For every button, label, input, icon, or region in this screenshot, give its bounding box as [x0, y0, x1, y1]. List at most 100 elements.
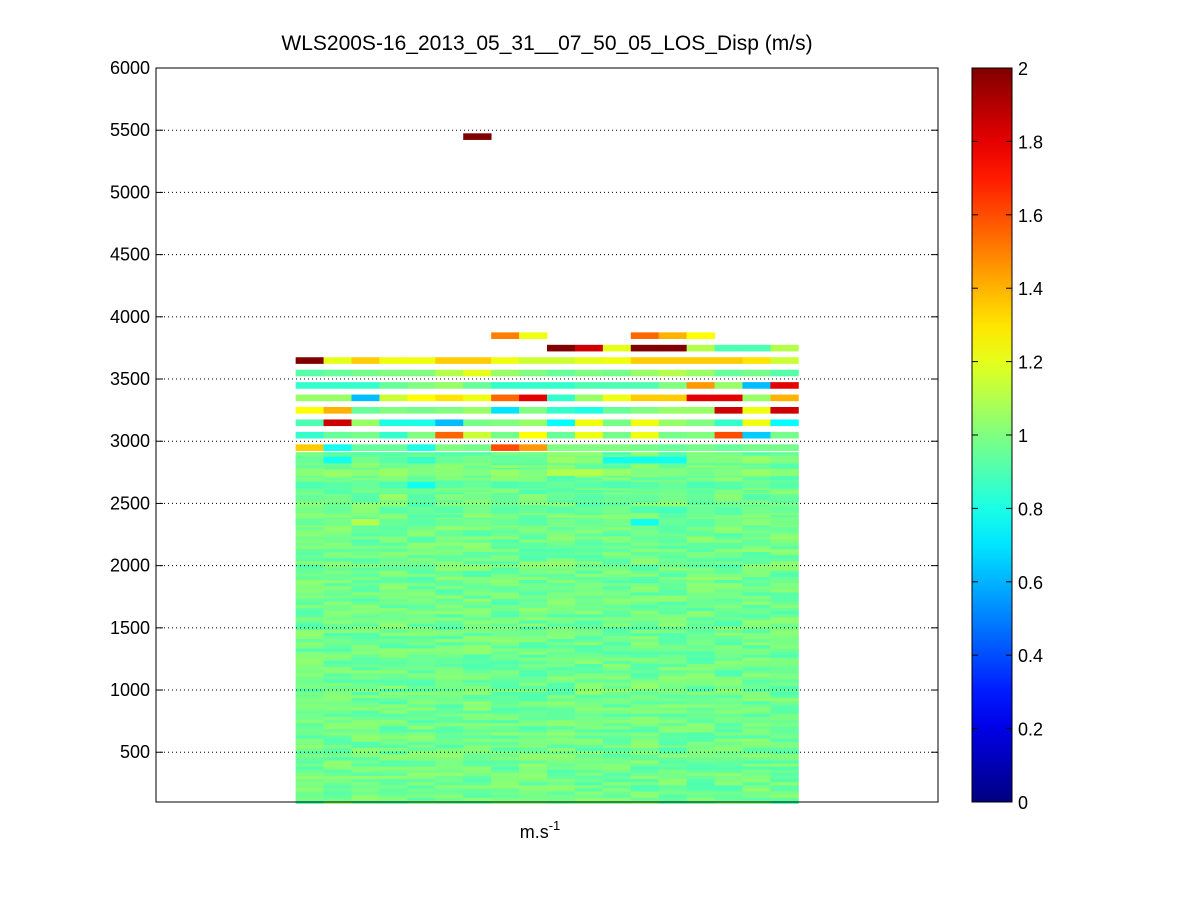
- heatmap-cell: [407, 778, 436, 783]
- heatmap-cell: [714, 644, 743, 649]
- heatmap-cell: [630, 719, 660, 724]
- heatmap-cell: [379, 676, 408, 680]
- heatmap-cell: [574, 679, 604, 683]
- heatmap-cell: [435, 682, 464, 686]
- heatmap-cell: [574, 775, 604, 780]
- heatmap-cell: [435, 595, 464, 599]
- heatmap-cell: [491, 542, 520, 546]
- heatmap-cell: [295, 456, 324, 464]
- heatmap-cell: [630, 607, 660, 612]
- heatmap-cell: [435, 452, 464, 456]
- heatmap-cell: [407, 579, 436, 584]
- heatmap-cell: [574, 529, 604, 534]
- heatmap-cell: [491, 722, 520, 727]
- heatmap-cell: [519, 551, 548, 556]
- heatmap-cell: [686, 722, 715, 727]
- heatmap-cell: [463, 719, 492, 724]
- heatmap-cell: [463, 732, 492, 736]
- heatmap-cell: [602, 679, 632, 683]
- heatmap-cell: [630, 585, 660, 590]
- heatmap-cell: [351, 741, 380, 745]
- heatmap-cell: [463, 582, 492, 587]
- heatmap-cell: [519, 476, 548, 481]
- heatmap-cell: [351, 588, 380, 593]
- heatmap-cell: [295, 573, 324, 577]
- heatmap-cell: [351, 610, 380, 615]
- heatmap-cell: [323, 382, 352, 389]
- heatmap-cell: [686, 682, 715, 686]
- heatmap-cell: [491, 464, 520, 469]
- heatmap-cell: [463, 604, 492, 609]
- heatmap-cell: [463, 601, 492, 605]
- heatmap-cell: [770, 604, 799, 609]
- heatmap-cell: [435, 672, 464, 677]
- heatmap-cell: [574, 641, 604, 646]
- heatmap-cell: [379, 722, 408, 727]
- heatmap-cell: [379, 444, 408, 451]
- heatmap-cell: [574, 557, 604, 562]
- heatmap-cell: [742, 694, 771, 699]
- heatmap-cell: [742, 732, 771, 736]
- heatmap-cell: [351, 772, 380, 776]
- heatmap-cell: [714, 570, 743, 574]
- heatmap-cell: [714, 660, 743, 664]
- heatmap-cell: [574, 518, 604, 526]
- heatmap-cell: [714, 685, 743, 689]
- heatmap-cell: [547, 704, 576, 708]
- heatmap-cell: [742, 444, 771, 451]
- heatmap-cell: [407, 456, 436, 464]
- heatmap-cell: [547, 548, 576, 553]
- heatmap-cell: [435, 570, 464, 574]
- heatmap-cell: [491, 564, 520, 568]
- heatmap-cell: [547, 382, 576, 389]
- heatmap-cell: [574, 444, 604, 451]
- heatmap-cell: [351, 444, 380, 451]
- heatmap-cell: [463, 704, 492, 708]
- heatmap-cell: [407, 573, 436, 577]
- heatmap-cell: [407, 794, 436, 798]
- heatmap-cell: [658, 641, 688, 646]
- heatmap-cell: [351, 651, 380, 655]
- heatmap-cell: [658, 532, 688, 537]
- heatmap-cell: [491, 529, 520, 534]
- heatmap-cell: [770, 529, 799, 534]
- heatmap-cell: [351, 532, 380, 537]
- heatmap-cell: [547, 579, 576, 584]
- heatmap-cell: [491, 644, 520, 649]
- heatmap-cell: [323, 560, 352, 565]
- heatmap-cell: [435, 444, 464, 451]
- heatmap-cell: [630, 672, 660, 677]
- heatmap-cell: [742, 697, 771, 702]
- heatmap-cell: [295, 753, 324, 758]
- heatmap-cell: [742, 738, 771, 742]
- heatmap-cell: [714, 616, 743, 621]
- heatmap-cell: [351, 672, 380, 677]
- heatmap-cell: [379, 741, 408, 745]
- heatmap-cell: [435, 394, 464, 402]
- heatmap-cell: [630, 797, 660, 801]
- heatmap-cell: [323, 620, 352, 624]
- heatmap-cell: [379, 629, 408, 633]
- heatmap-cell: [714, 657, 743, 661]
- heatmap-cell: [630, 638, 660, 643]
- heatmap-cell: [742, 607, 771, 612]
- heatmap-cell: [407, 623, 436, 627]
- heatmap-cell: [379, 694, 408, 699]
- heatmap-cell: [295, 679, 324, 683]
- heatmap-cell: [547, 741, 576, 745]
- heatmap-cell: [491, 610, 520, 615]
- heatmap-cell: [714, 732, 743, 736]
- heatmap-cell: [547, 694, 576, 699]
- heatmap-cell: [519, 747, 548, 752]
- heatmap-cell: [574, 548, 604, 553]
- heatmap-cell: [742, 536, 771, 540]
- heatmap-cell: [463, 791, 492, 795]
- heatmap-cell: [742, 654, 771, 658]
- heatmap-cell: [379, 679, 408, 683]
- heatmap-cell: [323, 506, 352, 514]
- heatmap-cell: [351, 560, 380, 565]
- heatmap-cell: [602, 641, 632, 646]
- heatmap-cell: [574, 576, 604, 581]
- heatmap-cell: [379, 588, 408, 593]
- heatmap-cell: [519, 419, 548, 427]
